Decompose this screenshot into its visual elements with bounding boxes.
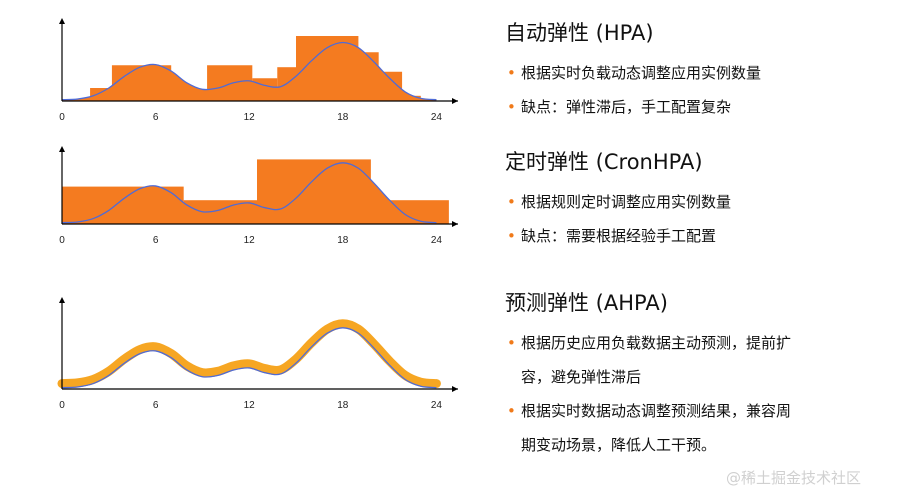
hpa-chart: 0 6 12 18 24 (59, 18, 458, 123)
ahpa-title: 预测弹性 (AHPA) (505, 291, 668, 315)
x-tick-label: 0 (59, 400, 65, 411)
x-tick-label: 6 (153, 400, 159, 411)
demand-area (62, 162, 437, 224)
bullet-icon: • (507, 193, 516, 211)
ahpa-bullet-2: • 根据实时数据动态调整预测结果，兼容周 (505, 394, 791, 428)
prediction-band (57, 319, 441, 389)
bullet-icon: • (507, 64, 516, 82)
hpa-bullet-2: • 缺点：弹性滞后，手工配置复杂 (505, 90, 761, 124)
x-axis-arrow (452, 98, 458, 104)
y-axis-arrow (59, 297, 65, 303)
demand-area (62, 42, 437, 101)
bullet-icon: • (507, 402, 516, 420)
x-axis-arrow (452, 386, 458, 392)
x-tick-label: 24 (431, 400, 443, 411)
x-tick-label: 12 (244, 400, 256, 411)
demand-curve (61, 41, 437, 101)
ahpa-bullet-1: • 根据历史应用负载数据主动预测，提前扩 (505, 326, 791, 360)
ahpa-bullet-1-cont: 容，避免弹性滞后 (521, 368, 642, 386)
x-tick-label: 0 (59, 235, 65, 246)
x-tick-label: 24 (431, 112, 443, 123)
y-axis-arrow (59, 146, 65, 152)
cronhpa-chart: 0 6 12 18 24 (59, 146, 458, 246)
x-tick-label: 0 (59, 112, 65, 123)
x-tick-label: 18 (337, 112, 349, 123)
hpa-section: 自动弹性 (HPA) • 根据实时负载动态调整应用实例数量 • 缺点：弹性滞后，手工… (505, 20, 761, 124)
y-axis-arrow (59, 18, 65, 24)
cronhpa-bullet-1: • 根据规则定时调整应用实例数量 (505, 185, 731, 219)
demand-curve (61, 327, 437, 389)
x-tick-label: 6 (153, 235, 159, 246)
ahpa-bullet-2-cont: 期变动场景，降低人工干预。 (521, 436, 717, 454)
x-tick-label: 24 (431, 235, 443, 246)
bullet-icon: • (507, 98, 516, 116)
ahpa-section: 预测弹性 (AHPA) • 根据历史应用负载数据主动预测，提前扩 容，避免弹性滞后… (505, 290, 791, 462)
watermark: @稀土掘金技术社区 (726, 469, 862, 487)
cronhpa-section: 定时弹性 (CronHPA) • 根据规则定时调整应用实例数量 • 缺点：需要根据经… (505, 149, 731, 253)
ahpa-chart: 0 6 12 18 24 (57, 297, 458, 411)
cronhpa-bullet-2: • 缺点：需要根据经验手工配置 (505, 219, 731, 253)
bullet-icon: • (507, 227, 516, 245)
x-axis-arrow (452, 221, 458, 227)
demand-curve (61, 162, 437, 224)
x-tick-label: 12 (244, 235, 256, 246)
x-tick-label: 18 (337, 235, 349, 246)
x-tick-label: 12 (244, 112, 256, 123)
x-tick-label: 18 (337, 400, 349, 411)
cronhpa-title: 定时弹性 (CronHPA) (505, 150, 703, 174)
x-tick-label: 6 (153, 112, 159, 123)
hpa-bullet-1: • 根据实时负载动态调整应用实例数量 (505, 56, 761, 90)
hpa-title: 自动弹性 (HPA) (505, 21, 654, 45)
bullet-icon: • (507, 334, 516, 352)
